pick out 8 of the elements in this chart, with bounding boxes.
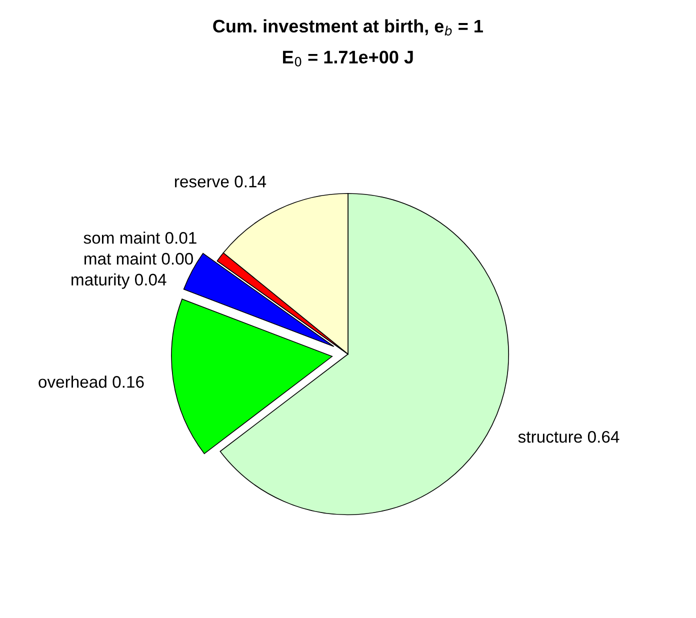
- slice-label: structure 0.64: [518, 430, 620, 443]
- slice-label: reserve 0.14: [175, 176, 266, 188]
- chart-title: Cum. investment at birth, e$_{b}$ = 1: [213, 19, 483, 36]
- slice-label: maturity 0.04: [72, 273, 166, 289]
- slice-label: overhead 0.16: [38, 376, 144, 388]
- chart-subtitle: E$_{0}$ = 1.71e+00 J: [283, 50, 413, 66]
- category-label: mat maint 0.00: [84, 252, 193, 265]
- slice-label: som maint 0.01: [84, 232, 196, 244]
